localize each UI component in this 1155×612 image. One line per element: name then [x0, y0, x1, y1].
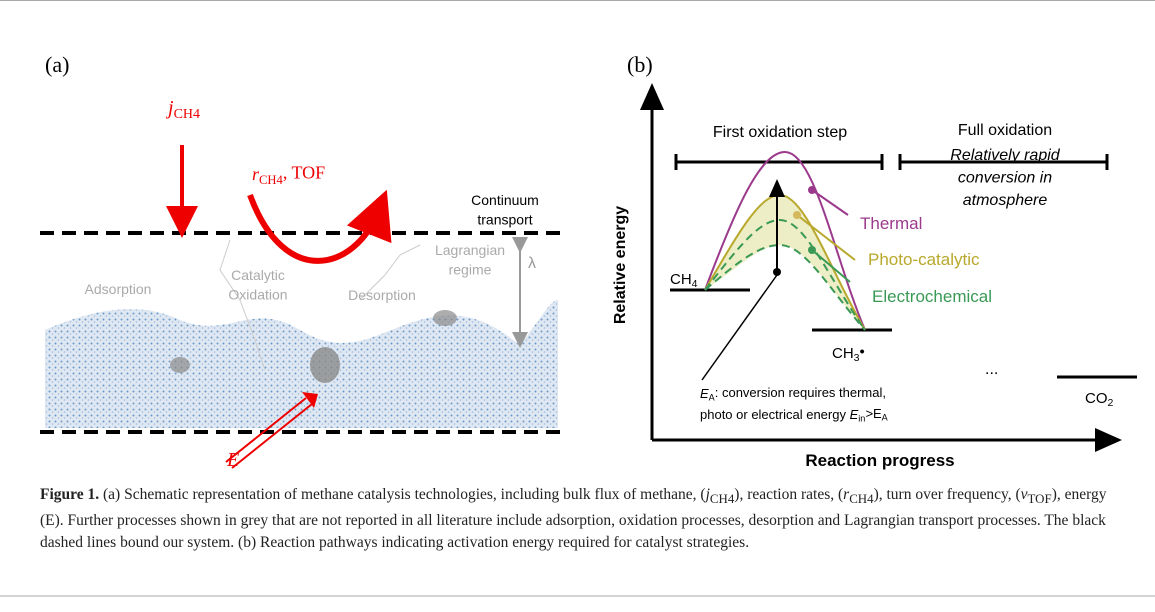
y-axis-label: Relative energy: [612, 206, 629, 324]
band-fill: [705, 195, 865, 330]
subscript: CH4: [709, 491, 735, 507]
activation-dot: [773, 268, 781, 276]
text-line: atmosphere: [963, 192, 1048, 209]
bracket-label: First oxidation step: [713, 124, 847, 141]
subscript: CH4: [174, 107, 200, 122]
panel-label: (a): [45, 52, 69, 77]
thermal-branch: [811, 189, 849, 216]
text-line: Oxidation: [228, 287, 287, 303]
text-run: : conversion requires thermal,: [715, 385, 886, 400]
lambda: λ: [528, 255, 536, 272]
subscript: 4: [692, 278, 698, 290]
catalytic-label: Catalytic Oxidation: [228, 267, 287, 303]
energy-arrow: [225, 397, 313, 469]
catalyst-surface: [45, 300, 558, 428]
species-label: CH3•: [832, 344, 865, 365]
particle: [433, 310, 457, 326]
caption-label: Figure 1.: [40, 486, 100, 503]
text-run: , TOF: [283, 162, 325, 182]
subscript: 2: [1108, 397, 1114, 409]
text-run: E: [850, 407, 859, 422]
text-run: photo or electrical energy: [700, 407, 850, 422]
legend-thermal: Thermal: [860, 214, 922, 233]
text-run: ), reaction rates, (: [734, 486, 844, 503]
particle: [170, 357, 190, 373]
caption: Figure 1. (a) Schematic representation o…: [40, 484, 1125, 554]
rate-arrow: [247, 189, 392, 264]
panel-label: (b): [627, 52, 653, 77]
ellipsis: ...: [985, 361, 998, 378]
subscript: CH4: [849, 491, 874, 507]
x-axis-label: Reaction progress: [805, 451, 954, 470]
pointer-line: [701, 274, 778, 381]
text-run: CH: [670, 271, 692, 288]
text-run: CH: [832, 345, 854, 362]
bracket: [898, 154, 1109, 170]
energy-arrowhead: [302, 392, 318, 408]
flux-label: jCH4: [165, 97, 200, 122]
species-label: CO2: [1085, 390, 1114, 409]
atmosphere-note: Relatively rapid conversion in atmosphere: [950, 147, 1060, 209]
photo-dot: [793, 211, 801, 219]
text-run: ), energy (E). Further processes shown i…: [40, 486, 1107, 552]
text-line: transport: [477, 212, 532, 228]
continuum-label: Continuum transport: [471, 192, 539, 228]
text-run: E: [873, 406, 882, 421]
text-run: j: [705, 486, 710, 503]
bracket-label: Full oxidation: [958, 122, 1052, 139]
subscript: 3: [854, 352, 860, 364]
thermal-curve: [704, 150, 866, 331]
text-run: j: [165, 97, 174, 119]
text-line: Relatively rapid: [950, 147, 1060, 164]
electro-curve: [704, 218, 866, 331]
pathway: [359, 244, 421, 301]
text-run: (a) Schematic representation of methane …: [99, 486, 706, 503]
text-run: >: [865, 406, 873, 421]
subscript: TOF: [1027, 491, 1052, 507]
text-run: ν: [1020, 486, 1028, 503]
text-run: r: [252, 164, 260, 184]
text-run: •: [860, 344, 865, 361]
species-label: CH4: [670, 271, 698, 290]
photo-branch: [796, 214, 856, 261]
legend-electro: Electrochemical: [872, 287, 992, 306]
activation-note: photo or electrical energy Ein>EA: [700, 406, 889, 424]
text-line: Catalytic: [231, 267, 285, 283]
text-run: r: [843, 486, 850, 503]
electro-branch: [811, 249, 851, 283]
text-line: regime: [449, 262, 492, 278]
energy-label: E: [226, 449, 239, 471]
subscript: CH4: [259, 173, 283, 187]
thermal-dot: [808, 186, 816, 194]
particle: [310, 347, 340, 383]
bracket: [674, 154, 884, 170]
text-run: ), turn over frequency, (: [873, 486, 1021, 503]
rate-label: rCH4, TOF: [252, 162, 325, 186]
text-line: Continuum: [471, 192, 539, 208]
subscript: A: [882, 413, 889, 423]
text-run: E: [700, 386, 709, 401]
electro-curve: [704, 243, 866, 331]
legend-photo: Photo-catalytic: [868, 250, 980, 269]
activation-note: EA: conversion requires thermal,: [700, 385, 886, 403]
text-line: conversion in: [958, 169, 1052, 186]
caption-text: (a) Schematic representation of methane …: [40, 486, 1107, 551]
text-line: Lagrangian: [435, 242, 505, 258]
electro-dot: [808, 246, 816, 254]
subscript: A: [709, 393, 716, 403]
pathway: [219, 239, 266, 371]
desorption-label: Desorption: [348, 287, 416, 303]
lagrangian-label: Lagrangian regime: [435, 242, 505, 278]
adsorption-label: Adsorption: [85, 281, 152, 297]
text-run: CO: [1085, 390, 1108, 407]
subscript: in: [858, 414, 865, 424]
